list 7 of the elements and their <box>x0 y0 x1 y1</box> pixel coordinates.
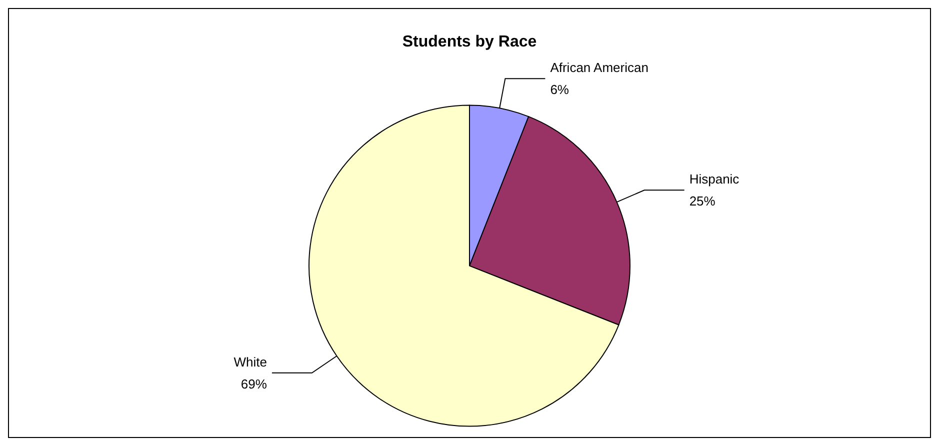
data-label: 69% <box>240 376 268 392</box>
slice-label: African American <box>550 60 648 76</box>
slice-label: White <box>234 354 267 370</box>
chart-title: Students by Race <box>402 34 537 50</box>
slice-label: Hispanic <box>689 172 740 187</box>
data-label: 6% <box>550 82 570 98</box>
data-label: 25% <box>689 194 716 209</box>
